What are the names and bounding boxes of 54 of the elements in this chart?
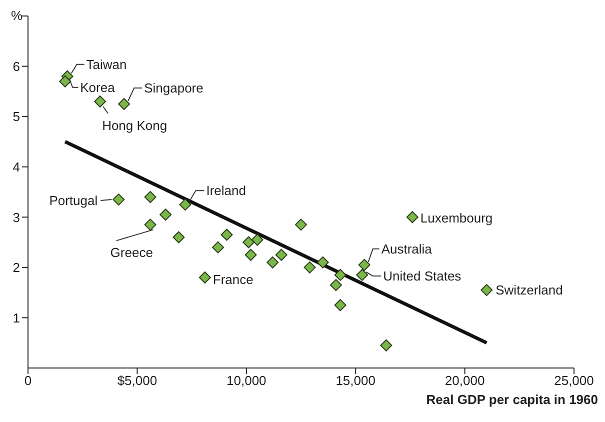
point: [334, 299, 346, 312]
point: [275, 248, 288, 261]
point: [160, 208, 172, 221]
point: [112, 194, 125, 206]
annotation: Singapore: [144, 80, 204, 96]
x-tick-label: $5,000: [117, 373, 158, 388]
annotation: France: [212, 272, 254, 288]
y-axis-title: %: [11, 8, 23, 23]
annotation: Ireland: [206, 183, 246, 198]
point: [330, 279, 342, 292]
point: [304, 261, 316, 274]
point: [266, 256, 279, 268]
point: [480, 284, 493, 296]
point: [334, 268, 346, 281]
annotation: Hong Kong: [102, 118, 168, 134]
annotation: Australia: [381, 241, 433, 256]
point: [358, 258, 370, 271]
x-tick-label: 20,000: [444, 373, 485, 388]
x-tick-label: 10,000: [226, 373, 266, 388]
x-axis-title: Real GDP per capita in 1960: [426, 392, 598, 407]
annotation: Taiwan: [86, 56, 127, 72]
point: [380, 339, 392, 352]
point: [118, 98, 130, 110]
point: [212, 241, 224, 254]
point: [406, 211, 418, 224]
annotation: United States: [383, 268, 462, 284]
annotation: Korea: [80, 80, 116, 95]
point: [179, 198, 192, 211]
point: [242, 236, 255, 248]
point: [144, 218, 156, 231]
point: [220, 228, 233, 241]
y-tick-label: 1: [12, 310, 20, 326]
y-tick-label: 6: [12, 58, 20, 74]
x-tick-label: 15,000: [336, 373, 376, 388]
annotation: Luxembourg: [420, 210, 493, 226]
y-tick-label: 2: [12, 260, 20, 276]
point: [251, 234, 264, 246]
point: [172, 231, 185, 244]
y-tick-label: 3: [12, 210, 20, 225]
point: [316, 256, 329, 268]
point: [59, 75, 72, 88]
x-tick-label: 0: [24, 373, 32, 388]
x-tick-label: 25,000: [554, 373, 594, 388]
y-tick-label: 4: [12, 159, 20, 174]
point: [94, 95, 106, 108]
point: [198, 271, 211, 284]
point: [356, 268, 368, 281]
y-tick-label: 5: [12, 109, 20, 124]
annotation: Greece: [110, 245, 153, 260]
point: [144, 191, 156, 204]
annotation: Switzerland: [496, 282, 563, 298]
point: [244, 248, 257, 261]
point: [295, 218, 307, 231]
annotation: Portugal: [49, 193, 98, 208]
